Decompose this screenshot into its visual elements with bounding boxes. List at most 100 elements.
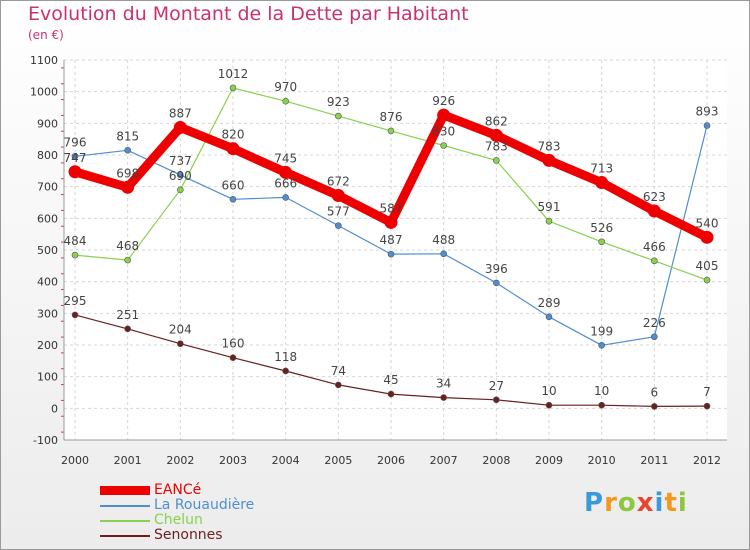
data-label: 405 bbox=[696, 259, 719, 273]
data-point bbox=[545, 217, 553, 225]
data-point bbox=[331, 189, 345, 203]
y-tick-label: 900 bbox=[37, 117, 58, 130]
data-point bbox=[598, 342, 605, 349]
data-point bbox=[595, 176, 609, 190]
data-point bbox=[387, 127, 395, 135]
y-tick-label: 500 bbox=[37, 244, 58, 257]
data-point bbox=[177, 186, 184, 194]
x-tick-label: 2008 bbox=[482, 454, 510, 467]
data-point bbox=[335, 222, 342, 229]
data-point bbox=[703, 122, 711, 129]
data-label: 876 bbox=[380, 110, 403, 124]
data-label: 289 bbox=[538, 296, 561, 310]
data-label: 160 bbox=[222, 337, 245, 351]
data-point bbox=[71, 152, 79, 160]
data-point bbox=[545, 401, 553, 409]
data-point bbox=[71, 311, 79, 319]
chart-title: Evolution du Montant de la Dette par Hab… bbox=[28, 3, 469, 25]
logo-letter: x bbox=[636, 488, 655, 518]
data-label: 45 bbox=[383, 373, 398, 387]
logo-letter: o bbox=[617, 488, 637, 518]
logo-letter: t bbox=[664, 488, 678, 518]
legend-swatch bbox=[100, 504, 150, 507]
legend-swatch bbox=[100, 486, 150, 495]
data-label: 6 bbox=[651, 385, 659, 399]
data-label: 747 bbox=[64, 151, 87, 165]
data-point bbox=[598, 238, 605, 246]
data-point bbox=[282, 97, 289, 105]
data-label: 660 bbox=[222, 178, 245, 192]
data-labels: 7476988878207456725879268627837136235407… bbox=[64, 67, 719, 400]
data-point bbox=[124, 256, 131, 264]
data-label: 118 bbox=[274, 350, 297, 364]
data-point bbox=[229, 354, 237, 361]
data-point bbox=[545, 313, 553, 321]
data-point bbox=[229, 196, 237, 203]
y-tick-label: 800 bbox=[37, 149, 58, 162]
data-label: 591 bbox=[538, 200, 561, 214]
data-point bbox=[440, 142, 447, 149]
data-label: 587 bbox=[380, 201, 403, 215]
data-point bbox=[651, 257, 658, 265]
data-label: 484 bbox=[64, 234, 87, 248]
y-tick-label: -100 bbox=[33, 434, 58, 447]
data-label: 666 bbox=[274, 176, 297, 190]
legend-label: La Rouaudière bbox=[154, 497, 255, 513]
data-label: 7 bbox=[703, 385, 711, 399]
data-point bbox=[177, 340, 184, 348]
logo-letter: i bbox=[654, 488, 665, 518]
x-tick-label: 2006 bbox=[377, 454, 405, 467]
data-label: 1012 bbox=[218, 67, 249, 81]
y-tick-label: 1000 bbox=[30, 86, 58, 99]
data-point bbox=[703, 402, 711, 410]
data-point bbox=[651, 333, 658, 341]
data-label: 34 bbox=[436, 377, 451, 391]
legend-label: Senonnes bbox=[154, 527, 223, 543]
data-label: 466 bbox=[643, 240, 666, 254]
legend-label: EANCé bbox=[154, 482, 202, 498]
data-label: 487 bbox=[380, 233, 403, 247]
data-label: 226 bbox=[643, 316, 666, 330]
data-label: 199 bbox=[590, 324, 613, 338]
data-label: 820 bbox=[222, 128, 245, 142]
logo-letter: r bbox=[604, 488, 618, 518]
x-tick-label: 2005 bbox=[324, 454, 352, 467]
data-point bbox=[335, 112, 342, 120]
y-tick-label: 0 bbox=[51, 402, 58, 415]
proxiti-logo: Proxiti bbox=[584, 488, 688, 518]
data-label: 295 bbox=[64, 294, 87, 308]
data-point bbox=[177, 171, 184, 179]
axes: -100 0 100 200 300 400 500 600 700 800 900 1000 1100… bbox=[30, 54, 727, 467]
data-point bbox=[703, 276, 711, 284]
data-point bbox=[124, 146, 131, 154]
data-label: 27 bbox=[489, 379, 504, 393]
data-point bbox=[71, 251, 79, 259]
data-label: 672 bbox=[327, 175, 350, 189]
x-tick-label: 2000 bbox=[61, 454, 89, 467]
x-tick-label: 2007 bbox=[430, 454, 458, 467]
legend-item: Senonnes bbox=[100, 528, 254, 543]
data-point bbox=[124, 325, 131, 333]
data-label: 783 bbox=[485, 139, 508, 153]
x-tick-label: 2010 bbox=[588, 454, 616, 467]
data-label: 488 bbox=[432, 233, 455, 247]
legend-label: Chelun bbox=[154, 512, 203, 528]
data-point bbox=[437, 108, 451, 122]
data-label: 623 bbox=[643, 190, 666, 204]
data-point bbox=[387, 390, 395, 398]
y-tick-label: 100 bbox=[37, 371, 58, 384]
x-tick-label: 2001 bbox=[114, 454, 142, 467]
legend-swatch bbox=[100, 519, 150, 522]
y-tick-label: 700 bbox=[37, 181, 58, 194]
data-label: 830 bbox=[432, 125, 455, 139]
x-tick-label: 2002 bbox=[166, 454, 194, 467]
series-lines bbox=[68, 84, 714, 410]
data-point bbox=[226, 142, 240, 156]
data-point bbox=[384, 215, 398, 229]
data-label: 540 bbox=[696, 216, 719, 230]
data-point bbox=[647, 204, 661, 218]
data-point bbox=[229, 84, 237, 92]
data-point bbox=[700, 230, 714, 244]
data-point bbox=[651, 403, 658, 410]
